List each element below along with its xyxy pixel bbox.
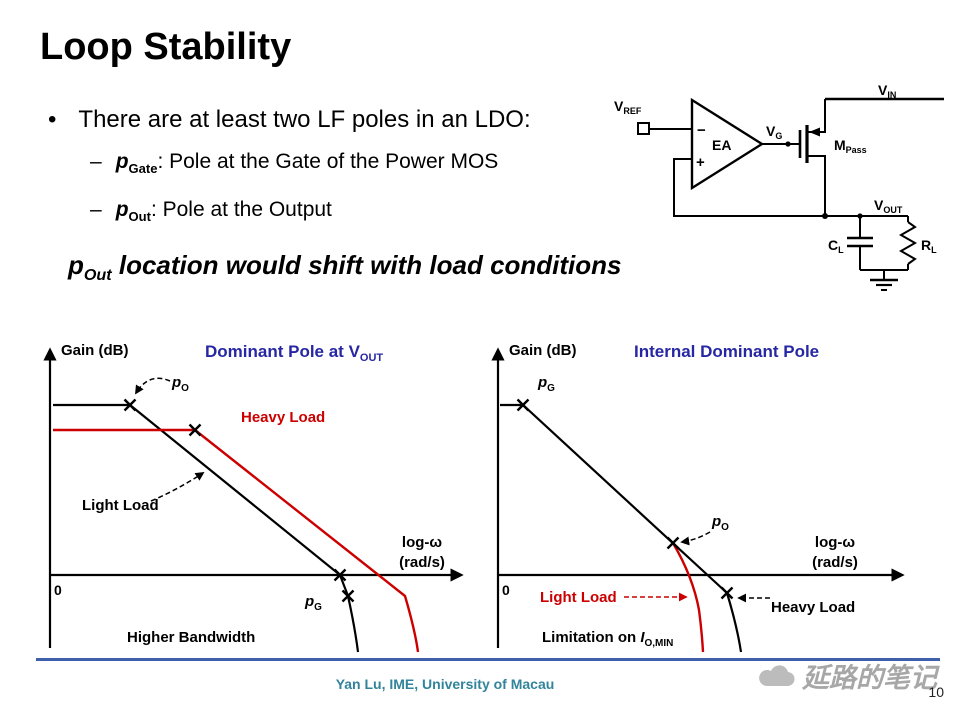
- dash-marker: –: [90, 198, 102, 221]
- pgate-subscript: Gate: [128, 161, 158, 177]
- pole-marker: [720, 586, 734, 600]
- gain-axis-label: Gain (dB): [61, 342, 129, 359]
- po-label: pO: [171, 374, 189, 394]
- page-number: 10: [928, 684, 944, 700]
- load-resistor: [898, 216, 918, 270]
- vout-label: VOUT: [874, 197, 903, 215]
- light-load-gain-curve: [671, 542, 705, 653]
- heavy-load-gain-curve: [500, 403, 743, 653]
- pole-marker: [341, 589, 355, 603]
- right-bode-plot: Gain (dB) Internal Dominant Pole pG pO L…: [491, 342, 905, 653]
- plot-title: Internal Dominant Pole: [634, 342, 819, 361]
- vref-input: VREF: [614, 98, 692, 135]
- watermark-cloud-icon: [759, 664, 795, 686]
- input-port-icon: [637, 122, 650, 135]
- plot-caption: Higher Bandwidth: [127, 629, 255, 646]
- mpass-label: MPass: [834, 137, 867, 155]
- cl-label: CL: [828, 237, 844, 255]
- pgate-symbol: p: [115, 150, 129, 173]
- pmos-source-arrow: [809, 127, 820, 137]
- load-capacitor: [847, 213, 873, 270]
- watermark-text: 延路的笔记: [802, 663, 937, 693]
- feedback-wire: [673, 158, 825, 217]
- bullet-item-main: • There are at least two LF poles in an …: [48, 106, 531, 134]
- vin-label: VIN: [878, 84, 896, 100]
- freq-axis-unit: (rad/s): [812, 554, 858, 571]
- pout-subscript: Out: [83, 266, 112, 285]
- pole-marker: [123, 398, 137, 412]
- pout-symbol: p: [115, 198, 129, 221]
- pgate-text: : Pole at the Gate of the Power MOS: [157, 150, 499, 173]
- origin-label: 0: [502, 582, 510, 598]
- ldo-circuit-diagram: VREF − + EA VG MPass VIN VOUT: [614, 84, 944, 291]
- freq-axis-label: log-ω: [815, 534, 855, 551]
- opamp-triangle: [690, 97, 765, 191]
- pole-marker: [188, 423, 202, 437]
- pout-text: : Pole at the Output: [150, 198, 332, 221]
- res-zigzag: [898, 221, 918, 265]
- light-load-annotation-arrow: [150, 472, 205, 502]
- footer-divider: [36, 658, 940, 661]
- emphasis-note: pOut location would shift with load cond…: [68, 250, 622, 285]
- ea-minus-input: −: [697, 122, 706, 139]
- pmos-transistor: [798, 99, 826, 216]
- ea-label: EA: [712, 137, 731, 153]
- pmos-drain-stub: [807, 155, 826, 216]
- pg-label: pG: [537, 374, 555, 394]
- heavy-load-label: Heavy Load: [771, 599, 855, 616]
- pole-marker: [516, 398, 530, 412]
- pmos-source-stub: [807, 99, 826, 133]
- plot-caption: Limitation on IO,MIN: [542, 629, 673, 649]
- plot-title: Dominant Pole at VOUT: [205, 342, 383, 364]
- bullet-item-pout: – pOut: Pole at the Output: [90, 198, 332, 224]
- bullet-main-text: There are at least two LF poles in an LD…: [78, 106, 531, 133]
- origin-label: 0: [54, 582, 62, 598]
- light-load-label: Light Load: [540, 589, 617, 606]
- watermark: 延路的笔记: [756, 656, 937, 695]
- bullet-marker: •: [48, 106, 57, 133]
- light-load-gain-curve: [53, 403, 360, 653]
- po-annotation-arrow: [680, 531, 711, 546]
- gain-axis-label: Gain (dB): [509, 342, 577, 359]
- pg-label: pG: [304, 593, 322, 613]
- pole-marker: [333, 568, 347, 582]
- heavy-load-label: Heavy Load: [241, 409, 325, 426]
- ea-plus-input: +: [696, 154, 705, 171]
- emphasis-text: location would shift with load condition…: [111, 250, 622, 280]
- heavy-load-gain-curve: [53, 428, 420, 653]
- freq-axis-unit: (rad/s): [399, 554, 445, 571]
- light-load-label: Light Load: [82, 497, 159, 514]
- vg-node: [785, 141, 791, 147]
- freq-axis-label: log-ω: [402, 534, 442, 551]
- pout-subscript: Out: [128, 209, 151, 225]
- error-amplifier: − + EA: [690, 97, 765, 191]
- po-annotation-arrow: [135, 377, 171, 395]
- slide-title: Loop Stability: [40, 26, 292, 68]
- footer-credit: Yan Lu, IME, University of Macau: [335, 676, 555, 692]
- vref-label: VREF: [614, 98, 642, 116]
- ground-symbol: [860, 269, 908, 291]
- pout-symbol: p: [68, 250, 84, 280]
- rl-label: RL: [921, 237, 937, 255]
- pole-marker: [666, 536, 680, 550]
- dash-marker: –: [90, 150, 102, 173]
- bullet-item-pgate: – pGate: Pole at the Gate of the Power MO…: [90, 150, 498, 176]
- left-bode-plot: Gain (dB) Dominant Pole at VOUT pO Heavy…: [43, 342, 464, 653]
- po-label: pO: [711, 513, 729, 533]
- vg-label: VG: [766, 123, 782, 141]
